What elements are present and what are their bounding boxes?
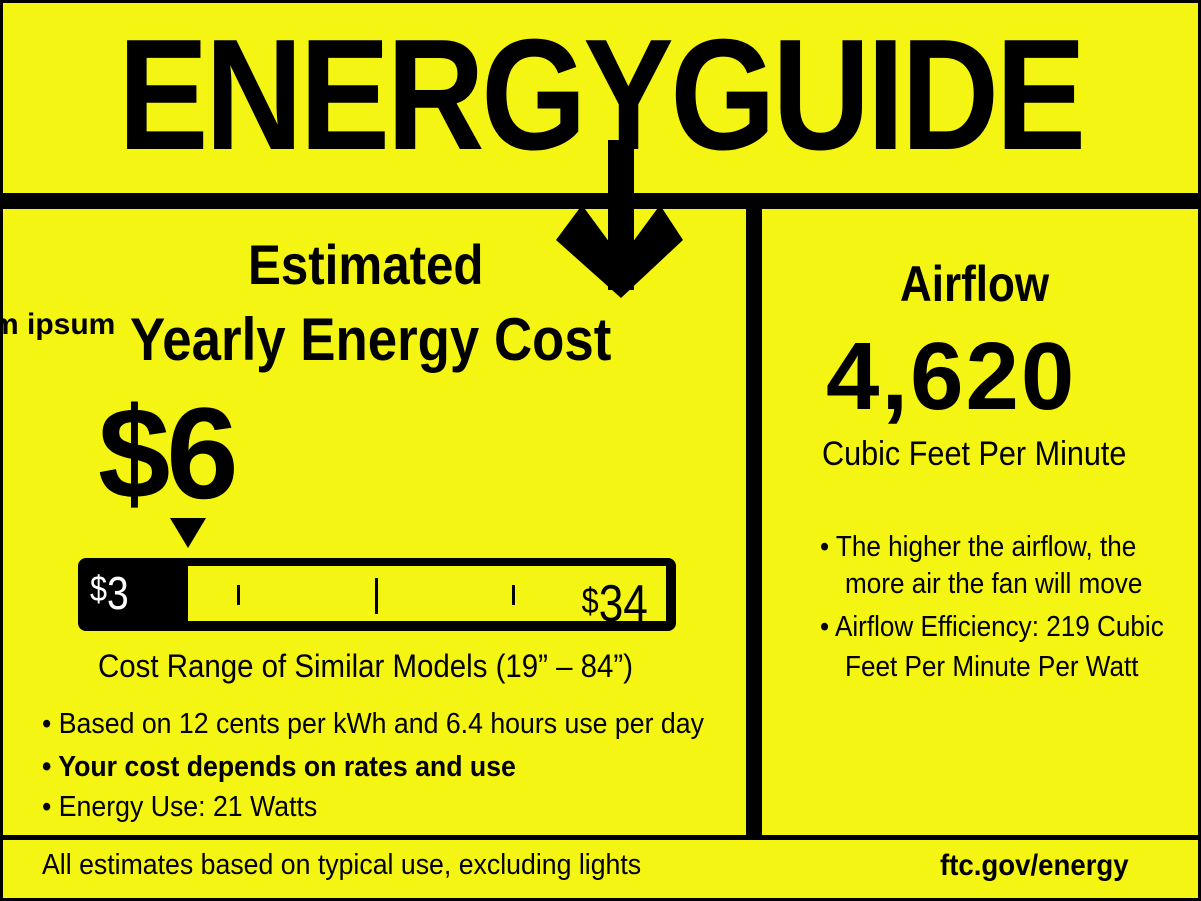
airflow-heading: Airflow bbox=[900, 256, 1050, 312]
scale-low: $3 bbox=[90, 567, 129, 619]
bullet-energy-use: • Energy Use: 21 Watts bbox=[42, 791, 318, 823]
scale-tick bbox=[375, 578, 378, 614]
bullet-depends: • Your cost depends on rates and use bbox=[42, 751, 516, 783]
footer-divider bbox=[0, 835, 1201, 840]
airflow-bullet-2: • Airflow Efficiency: 219 Cubic bbox=[820, 611, 1164, 643]
scale-track: $34 bbox=[188, 566, 666, 633]
airflow-bullet-1-cont: more air the fan will move bbox=[845, 568, 1143, 600]
bullet-rate: • Based on 12 cents per kWh and 6.4 hour… bbox=[42, 708, 704, 740]
footer-note: All estimates based on typical use, excl… bbox=[42, 849, 642, 881]
scale-high: $34 bbox=[581, 575, 648, 633]
cost-marker-icon bbox=[170, 518, 206, 548]
panel-divider bbox=[746, 200, 762, 840]
energyguide-title: ENERGYGUIDE bbox=[118, 7, 1086, 183]
range-caption: Cost Range of Similar Models (19” – 84”) bbox=[98, 648, 634, 684]
yearly-cost-value: $6 bbox=[98, 380, 239, 526]
overflow-text: m ipsum bbox=[0, 308, 116, 341]
ftc-link[interactable]: ftc.gov/energy bbox=[940, 849, 1129, 882]
scale-tick bbox=[237, 585, 240, 605]
cost-heading-line2: Yearly Energy Cost bbox=[130, 306, 612, 373]
airflow-value: 4,620 bbox=[826, 323, 1077, 430]
cost-range-scale: $3 $34 bbox=[78, 558, 676, 633]
airflow-bullet-1: • The higher the airflow, the bbox=[820, 531, 1137, 563]
scale-tick bbox=[512, 585, 515, 605]
header-divider bbox=[0, 193, 1201, 209]
airflow-bullet-2-cont: Feet Per Minute Per Watt bbox=[845, 651, 1139, 683]
arrow-down-icon bbox=[556, 140, 683, 298]
cost-heading-line1: Estimated bbox=[248, 233, 484, 296]
airflow-unit: Cubic Feet Per Minute bbox=[822, 435, 1127, 473]
